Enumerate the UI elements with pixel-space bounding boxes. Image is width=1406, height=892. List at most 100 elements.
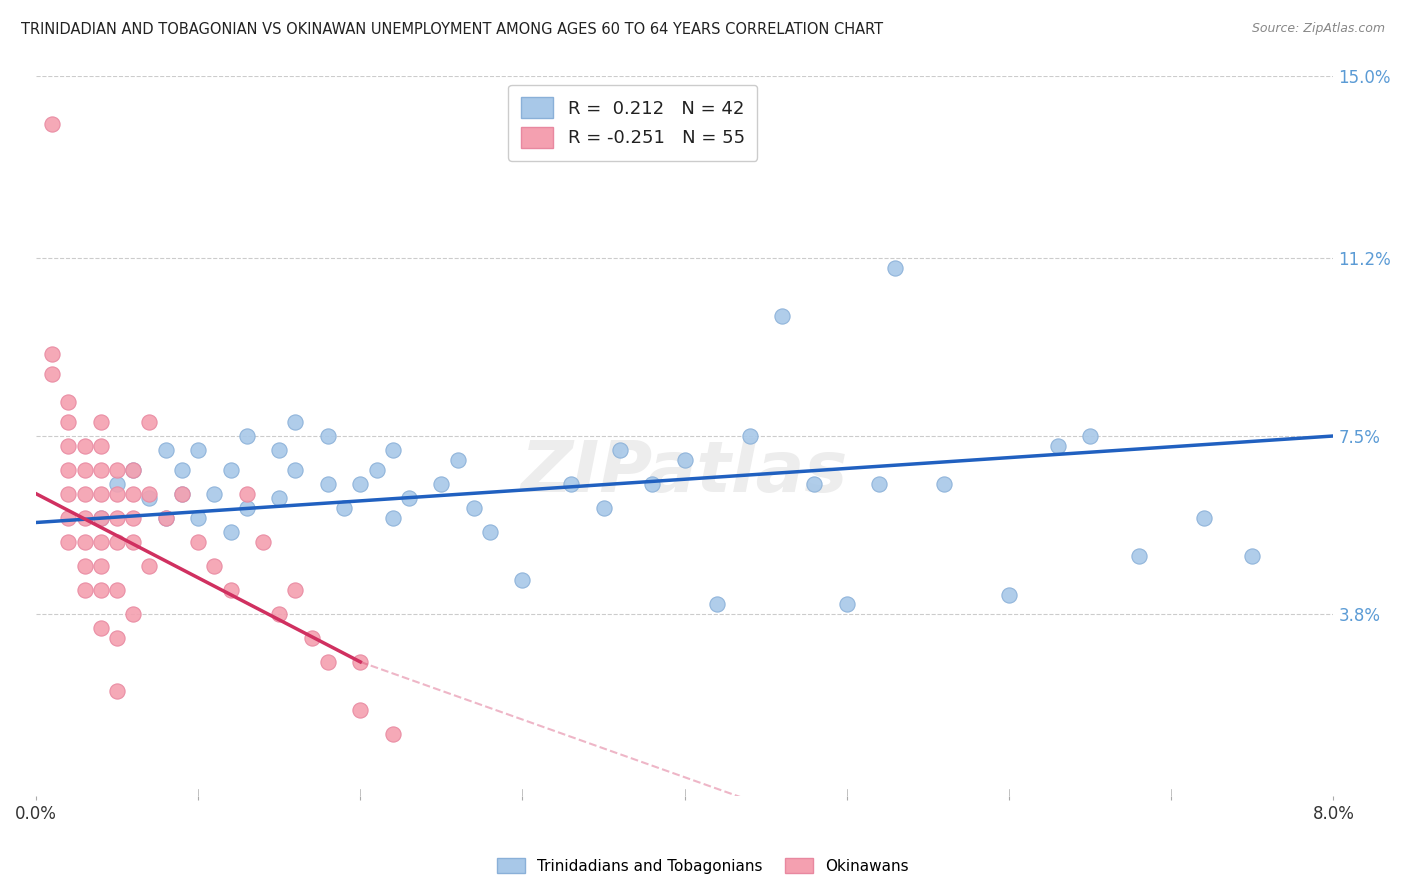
Point [73,439,96,453]
Point [269,443,291,458]
Point [122,534,145,549]
Point [170,486,193,500]
Point [105,510,128,524]
Point [90,486,112,500]
Point [706,597,728,611]
Point [105,582,128,597]
Legend: Trinidadians and Tobagonians, Okinawans: Trinidadians and Tobagonians, Okinawans [491,852,915,880]
Point [609,443,631,458]
Point [463,501,485,516]
Point [90,510,112,524]
Point [138,558,160,573]
Point [1241,549,1264,563]
Point [58,510,80,524]
Point [219,462,242,476]
Point [269,491,291,506]
Point [41,117,63,131]
Legend: R =  0.212   N = 42, R = -0.251   N = 55: R = 0.212 N = 42, R = -0.251 N = 55 [508,85,758,161]
Point [122,462,145,476]
Point [236,501,259,516]
Point [73,510,96,524]
Point [122,462,145,476]
Point [803,477,825,491]
Point [884,260,907,275]
Point [90,582,112,597]
Point [284,582,307,597]
Point [284,415,307,429]
Point [90,621,112,635]
Point [738,429,761,443]
Point [316,655,339,669]
Point [381,510,404,524]
Point [90,510,112,524]
Point [122,510,145,524]
Point [105,631,128,645]
Point [673,453,696,467]
Point [90,534,112,549]
Point [138,415,160,429]
Text: Source: ZipAtlas.com: Source: ZipAtlas.com [1251,22,1385,36]
Point [58,415,80,429]
Point [41,347,63,361]
Point [202,486,225,500]
Point [934,477,956,491]
Point [219,525,242,540]
Point [155,510,177,524]
Point [770,309,793,323]
Point [105,534,128,549]
Point [236,429,259,443]
Point [58,439,80,453]
Point [301,631,323,645]
Point [73,534,96,549]
Point [155,510,177,524]
Point [284,462,307,476]
Point [316,477,339,491]
Point [252,534,274,549]
Point [349,477,371,491]
Point [122,486,145,500]
Point [90,558,112,573]
Point [560,477,582,491]
Point [430,477,453,491]
Point [868,477,890,491]
Point [219,582,242,597]
Point [202,558,225,573]
Point [269,607,291,621]
Point [58,462,80,476]
Point [479,525,502,540]
Point [236,486,259,500]
Point [366,462,388,476]
Point [122,607,145,621]
Point [90,462,112,476]
Point [73,486,96,500]
Point [105,486,128,500]
Point [187,534,209,549]
Point [58,395,80,409]
Point [381,443,404,458]
Point [592,501,614,516]
Point [641,477,664,491]
Point [512,573,534,587]
Point [58,486,80,500]
Point [1078,429,1101,443]
Point [58,534,80,549]
Point [446,453,468,467]
Point [187,510,209,524]
Point [90,439,112,453]
Point [73,558,96,573]
Point [398,491,420,506]
Point [316,429,339,443]
Point [349,655,371,669]
Point [105,477,128,491]
Point [170,462,193,476]
Text: TRINIDADIAN AND TOBAGONIAN VS OKINAWAN UNEMPLOYMENT AMONG AGES 60 TO 64 YEARS CO: TRINIDADIAN AND TOBAGONIAN VS OKINAWAN U… [21,22,883,37]
Point [41,367,63,381]
Point [381,727,404,741]
Point [155,443,177,458]
Point [1128,549,1150,563]
Point [1046,439,1069,453]
Point [170,486,193,500]
Point [138,491,160,506]
Point [349,703,371,717]
Point [105,683,128,698]
